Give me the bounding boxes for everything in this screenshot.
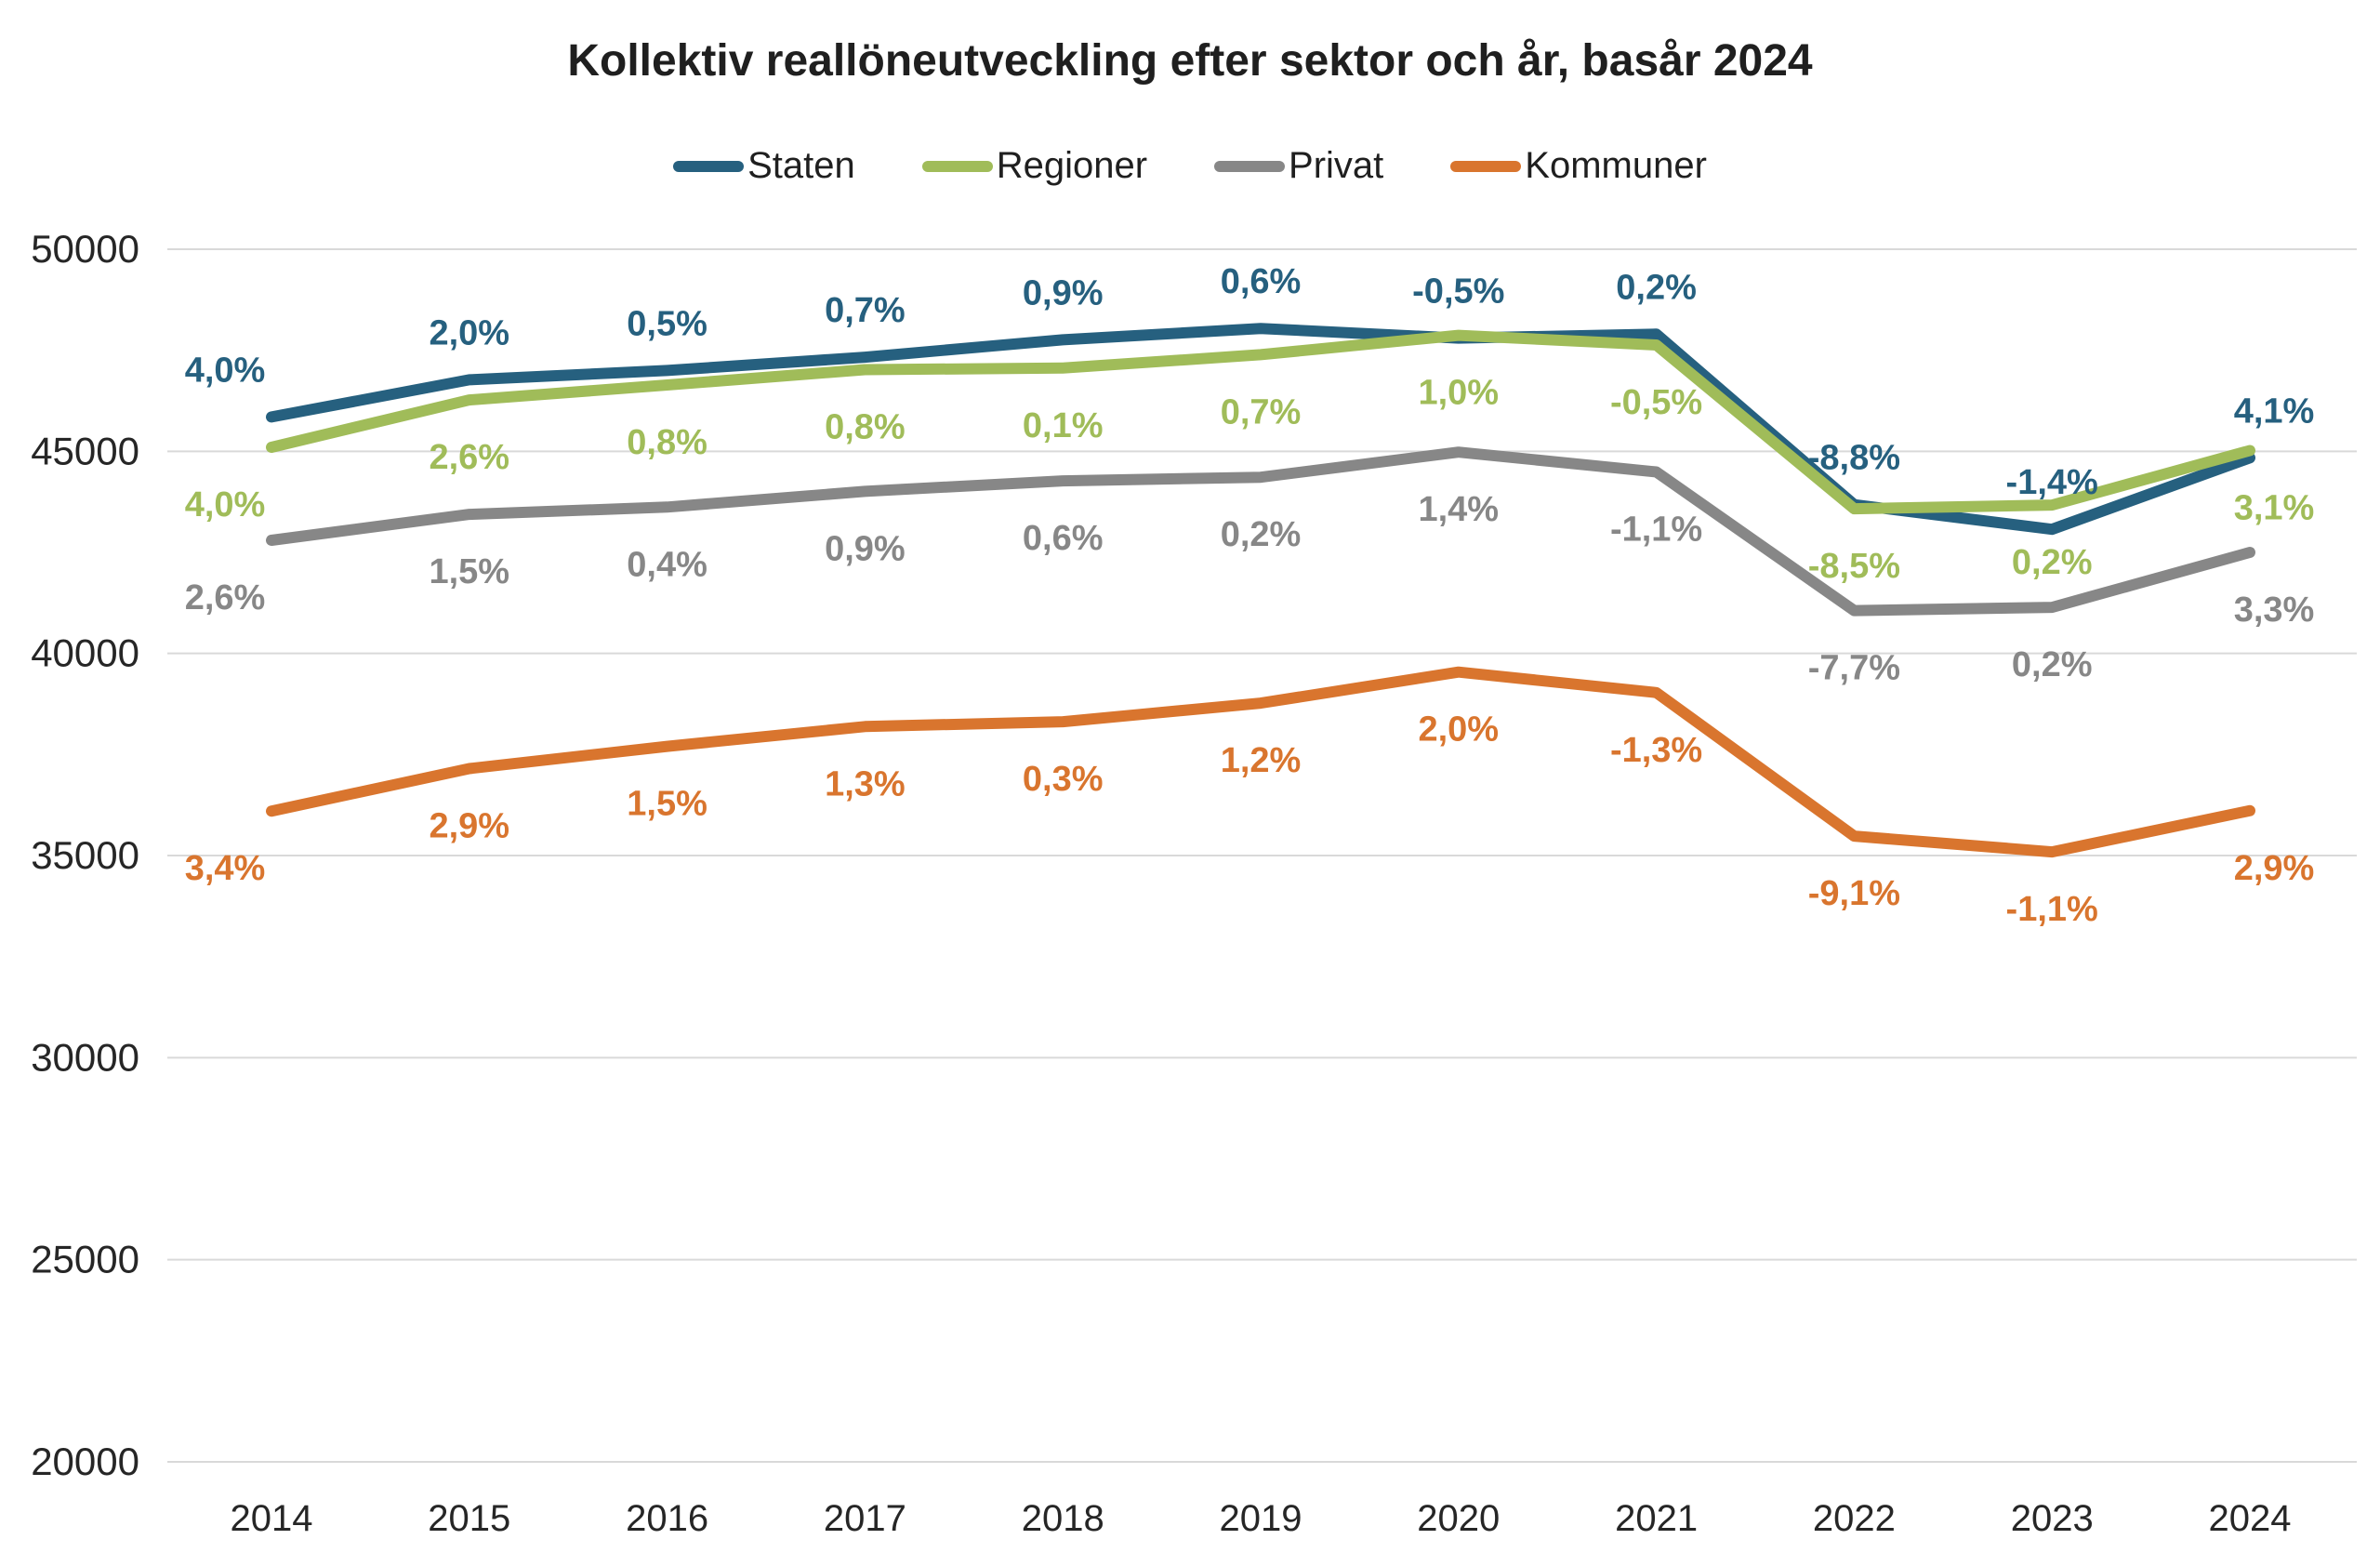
data-label-kommuner-2017: 1,3% [825, 764, 906, 803]
legend-item-regioner: Regioner [921, 145, 1148, 187]
x-tick-label: 2016 [626, 1498, 708, 1539]
data-label-staten-2022: -8,8% [1808, 439, 1900, 478]
y-tick-label: 50000 [31, 227, 139, 271]
data-label-privat-2022: -7,7% [1808, 649, 1900, 688]
legend-swatch-kommuner [1450, 160, 1522, 172]
data-label-kommuner-2018: 0,3% [1023, 760, 1104, 799]
data-label-staten-2020: -0,5% [1412, 272, 1504, 312]
data-label-privat-2018: 0,6% [1023, 519, 1104, 558]
y-tick-label: 40000 [31, 631, 139, 675]
legend-swatch-staten [673, 160, 745, 172]
data-label-staten-2018: 0,9% [1023, 273, 1104, 312]
legend-swatch-regioner [921, 160, 993, 172]
data-label-regioner-2022: -8,5% [1808, 547, 1900, 586]
series-line-privat [266, 446, 2255, 617]
legend-label-privat: Privat [1289, 145, 1384, 186]
data-label-staten-2024: 4,1% [2234, 392, 2315, 431]
x-tick-label: 2014 [231, 1498, 313, 1539]
x-tick-label: 2021 [1615, 1498, 1698, 1539]
x-tick-label: 2019 [1220, 1498, 1302, 1539]
x-tick-label: 2024 [2209, 1498, 2292, 1539]
data-label-privat-2014: 2,6% [185, 578, 266, 617]
data-label-kommuner-2022: -9,1% [1808, 874, 1900, 913]
legend-label-staten: Staten [747, 145, 855, 186]
y-tick-label: 30000 [31, 1035, 139, 1079]
chart-title: Kollektiv reallöneutveckling efter sekto… [567, 36, 1813, 86]
data-label-staten-2014: 4,0% [185, 351, 266, 390]
data-label-kommuner-2023: -1,1% [2006, 890, 2098, 929]
data-label-regioner-2019: 0,7% [1221, 392, 1302, 431]
data-label-kommuner-2014: 3,4% [185, 849, 266, 888]
data-label-staten-2023: -1,4% [2006, 463, 2098, 502]
data-label-kommuner-2019: 1,2% [1221, 741, 1302, 780]
chart-legend: Staten Regioner Privat Kommuner [0, 145, 2380, 187]
data-label-privat-2024: 3,3% [2234, 591, 2315, 630]
data-label-privat-2017: 0,9% [825, 529, 906, 568]
data-label-regioner-2023: 0,2% [2012, 543, 2093, 582]
data-label-privat-2015: 1,5% [429, 552, 509, 591]
data-label-regioner-2016: 0,8% [627, 423, 707, 462]
data-label-regioner-2020: 1,0% [1418, 374, 1499, 413]
legend-item-kommuner: Kommuner [1450, 145, 1707, 187]
legend-item-privat: Privat [1214, 145, 1383, 187]
x-tick-label: 2018 [1022, 1498, 1104, 1539]
data-label-regioner-2015: 2,6% [429, 438, 509, 477]
series-line-regioner [266, 329, 2255, 515]
series-line-kommuner [266, 666, 2255, 858]
data-label-kommuner-2024: 2,9% [2234, 849, 2315, 888]
data-label-staten-2021: 0,2% [1616, 268, 1697, 307]
data-label-kommuner-2015: 2,9% [429, 807, 509, 846]
data-label-privat-2020: 1,4% [1418, 490, 1499, 529]
data-label-staten-2017: 0,7% [825, 291, 906, 330]
x-tick-label: 2020 [1417, 1498, 1500, 1539]
x-tick-label: 2023 [2011, 1498, 2094, 1539]
data-label-regioner-2014: 4,0% [185, 485, 266, 524]
y-tick-label: 35000 [31, 833, 139, 877]
data-label-privat-2019: 0,2% [1221, 515, 1302, 554]
legend-swatch-privat [1214, 160, 1286, 172]
data-label-privat-2023: 0,2% [2012, 645, 2093, 684]
data-label-staten-2016: 0,5% [627, 304, 707, 343]
data-label-privat-2016: 0,4% [627, 545, 707, 584]
data-label-regioner-2017: 0,8% [825, 408, 906, 447]
data-label-staten-2019: 0,6% [1221, 262, 1302, 301]
data-label-kommuner-2016: 1,5% [627, 785, 707, 824]
y-tick-label: 25000 [31, 1238, 139, 1281]
data-label-privat-2021: -1,1% [1610, 511, 1702, 550]
legend-label-kommuner: Kommuner [1525, 145, 1707, 186]
y-tick-label: 20000 [31, 1440, 139, 1483]
y-tick-label: 45000 [31, 429, 139, 472]
x-tick-label: 2017 [824, 1498, 906, 1539]
data-label-staten-2015: 2,0% [429, 313, 509, 352]
data-label-kommuner-2021: -1,3% [1610, 731, 1702, 770]
x-tick-label: 2015 [428, 1498, 510, 1539]
legend-label-regioner: Regioner [996, 145, 1148, 186]
data-label-regioner-2021: -0,5% [1610, 383, 1702, 422]
x-tick-label: 2022 [1813, 1498, 1896, 1539]
legend-item-staten: Staten [673, 145, 855, 187]
data-label-kommuner-2020: 2,0% [1418, 710, 1499, 750]
data-label-regioner-2018: 0,1% [1023, 406, 1104, 445]
data-label-regioner-2024: 3,1% [2234, 488, 2315, 527]
